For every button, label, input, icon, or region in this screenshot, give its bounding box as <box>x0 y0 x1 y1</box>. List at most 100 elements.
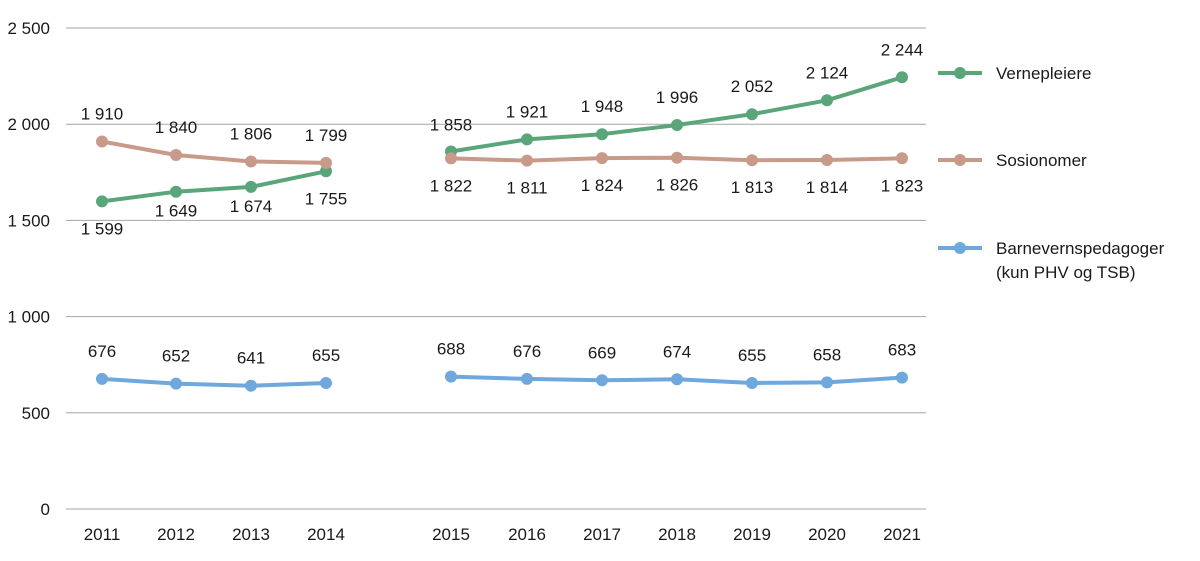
data-label-sosionomer: 1 826 <box>656 176 699 195</box>
x-tick-label: 2020 <box>808 525 846 544</box>
data-label-vernepleiere: 1 599 <box>81 219 124 238</box>
data-label-barnevernspedagoger: 655 <box>312 346 340 365</box>
data-point-vernepleiere <box>596 128 608 141</box>
data-point-sosionomer <box>821 154 833 166</box>
data-point-sosionomer <box>671 151 683 164</box>
data-label-barnevernspedagoger: 658 <box>813 345 841 364</box>
legend-label-sosionomer: Sosionomer <box>996 151 1087 170</box>
data-point-vernepleiere <box>671 119 683 131</box>
legend-item-sosionomer: Sosionomer <box>938 151 1087 170</box>
data-point-vernepleiere <box>170 185 182 198</box>
data-point-sosionomer <box>445 152 457 165</box>
legend-label-barnevernspedagoger: Barnevernspedagoger <box>996 239 1165 258</box>
x-tick-label: 2016 <box>508 525 546 544</box>
data-label-vernepleiere: 2 244 <box>881 40 924 59</box>
data-label-barnevernspedagoger: 676 <box>88 342 116 361</box>
data-point-barnevernspedagoger <box>320 377 332 389</box>
series-points <box>96 71 908 392</box>
data-point-sosionomer <box>170 149 182 161</box>
legend-marker-sosionomer <box>954 154 966 166</box>
data-label-vernepleiere: 1 674 <box>230 197 273 216</box>
data-label-vernepleiere: 2 124 <box>806 63 849 82</box>
data-point-sosionomer <box>96 135 108 148</box>
data-label-sosionomer: 1 910 <box>81 105 124 124</box>
data-label-sosionomer: 1 813 <box>731 178 774 197</box>
legend-marker-barnevernspedagoger <box>954 242 966 254</box>
y-tick-label: 2 500 <box>7 19 50 38</box>
series-line-sosionomer-segment-1 <box>101 139 327 165</box>
data-point-barnevernspedagoger <box>671 373 683 386</box>
x-tick-label: 2015 <box>432 525 470 544</box>
legend: Vernepleiere Sosionomer Barnevernspedago… <box>938 64 1165 282</box>
data-point-vernepleiere <box>746 108 758 121</box>
data-point-sosionomer <box>245 155 257 168</box>
data-label-barnevernspedagoger: 652 <box>162 347 190 366</box>
data-label-barnevernspedagoger: 641 <box>237 349 265 368</box>
data-label-barnevernspedagoger: 669 <box>588 343 616 362</box>
data-label-sosionomer: 1 822 <box>430 176 473 195</box>
x-tick-label: 2012 <box>157 525 195 544</box>
x-tick-label: 2021 <box>883 525 921 544</box>
x-tick-label: 2019 <box>733 525 771 544</box>
data-point-barnevernspedagoger <box>245 379 257 392</box>
y-tick-label: 1 000 <box>7 308 50 327</box>
data-label-vernepleiere: 1 755 <box>305 189 348 208</box>
data-point-sosionomer <box>521 154 533 167</box>
y-tick-label: 1 500 <box>7 211 50 230</box>
series-line-barnevernspedagoger-segment-1 <box>101 376 327 388</box>
data-point-barnevernspedagoger <box>896 371 908 384</box>
data-point-vernepleiere <box>821 94 833 107</box>
data-label-sosionomer: 1 824 <box>581 176 624 195</box>
gridlines <box>66 27 926 510</box>
legend-label-vernepleiere: Vernepleiere <box>996 64 1091 83</box>
data-point-vernepleiere <box>521 133 533 146</box>
data-point-sosionomer <box>896 152 908 165</box>
data-point-sosionomer <box>596 152 608 165</box>
data-point-barnevernspedagoger <box>746 377 758 389</box>
y-tick-label: 0 <box>41 500 50 519</box>
data-point-barnevernspedagoger <box>445 370 457 383</box>
data-label-barnevernspedagoger: 683 <box>888 341 916 360</box>
data-label-barnevernspedagoger: 655 <box>738 346 766 365</box>
data-label-vernepleiere: 1 948 <box>581 97 624 116</box>
data-label-vernepleiere: 1 921 <box>506 102 549 121</box>
data-point-barnevernspedagoger <box>596 374 608 387</box>
data-label-sosionomer: 1 823 <box>881 176 924 195</box>
data-label-barnevernspedagoger: 674 <box>663 342 691 361</box>
legend-label-barnevernspedagoger-line2: (kun PHV og TSB) <box>996 263 1136 282</box>
x-tick-label: 2014 <box>307 525 345 544</box>
data-label-barnevernspedagoger: 676 <box>513 342 541 361</box>
y-tick-label: 2 000 <box>7 115 50 134</box>
data-point-sosionomer <box>746 154 758 167</box>
data-label-sosionomer: 1 840 <box>155 118 198 137</box>
data-label-vernepleiere: 1 858 <box>430 116 473 135</box>
data-label-sosionomer: 1 806 <box>230 125 273 144</box>
data-label-barnevernspedagoger: 688 <box>437 340 465 359</box>
data-label-vernepleiere: 1 996 <box>656 88 699 107</box>
data-point-vernepleiere <box>245 180 257 193</box>
series-line-vernepleiere-segment-1 <box>101 169 327 204</box>
data-label-vernepleiere: 1 649 <box>155 202 198 221</box>
data-label-vernepleiere: 2 052 <box>731 77 774 96</box>
data-point-vernepleiere <box>320 165 332 178</box>
y-axis-tick-labels: 0 500 1 000 1 500 2 000 2 500 <box>7 19 50 519</box>
data-label-sosionomer: 1 811 <box>506 179 547 198</box>
data-point-barnevernspedagoger <box>521 372 533 385</box>
x-tick-label: 2013 <box>232 525 270 544</box>
x-axis-tick-labels: 2011 2012 2013 2014 2015 2016 2017 2018 2019 2020… <box>84 525 921 544</box>
x-tick-label: 2011 <box>84 525 121 544</box>
data-point-vernepleiere <box>896 71 908 84</box>
data-labels: 1 599 1 649 1 674 1 755 1 858 1 921 1 948 1 996… <box>81 40 924 367</box>
x-tick-label: 2017 <box>583 525 621 544</box>
series-lines <box>101 75 903 388</box>
data-point-sosionomer <box>320 156 332 169</box>
x-tick-label: 2018 <box>658 525 696 544</box>
data-point-barnevernspedagoger <box>821 376 833 389</box>
data-point-barnevernspedagoger <box>170 377 182 390</box>
legend-item-barnevernspedagoger: Barnevernspedagoger (kun PHV og TSB) <box>938 239 1165 282</box>
data-point-barnevernspedagoger <box>96 372 108 385</box>
data-label-sosionomer: 1 799 <box>305 126 348 145</box>
data-label-sosionomer: 1 814 <box>806 178 849 197</box>
legend-item-vernepleiere: Vernepleiere <box>938 64 1091 83</box>
